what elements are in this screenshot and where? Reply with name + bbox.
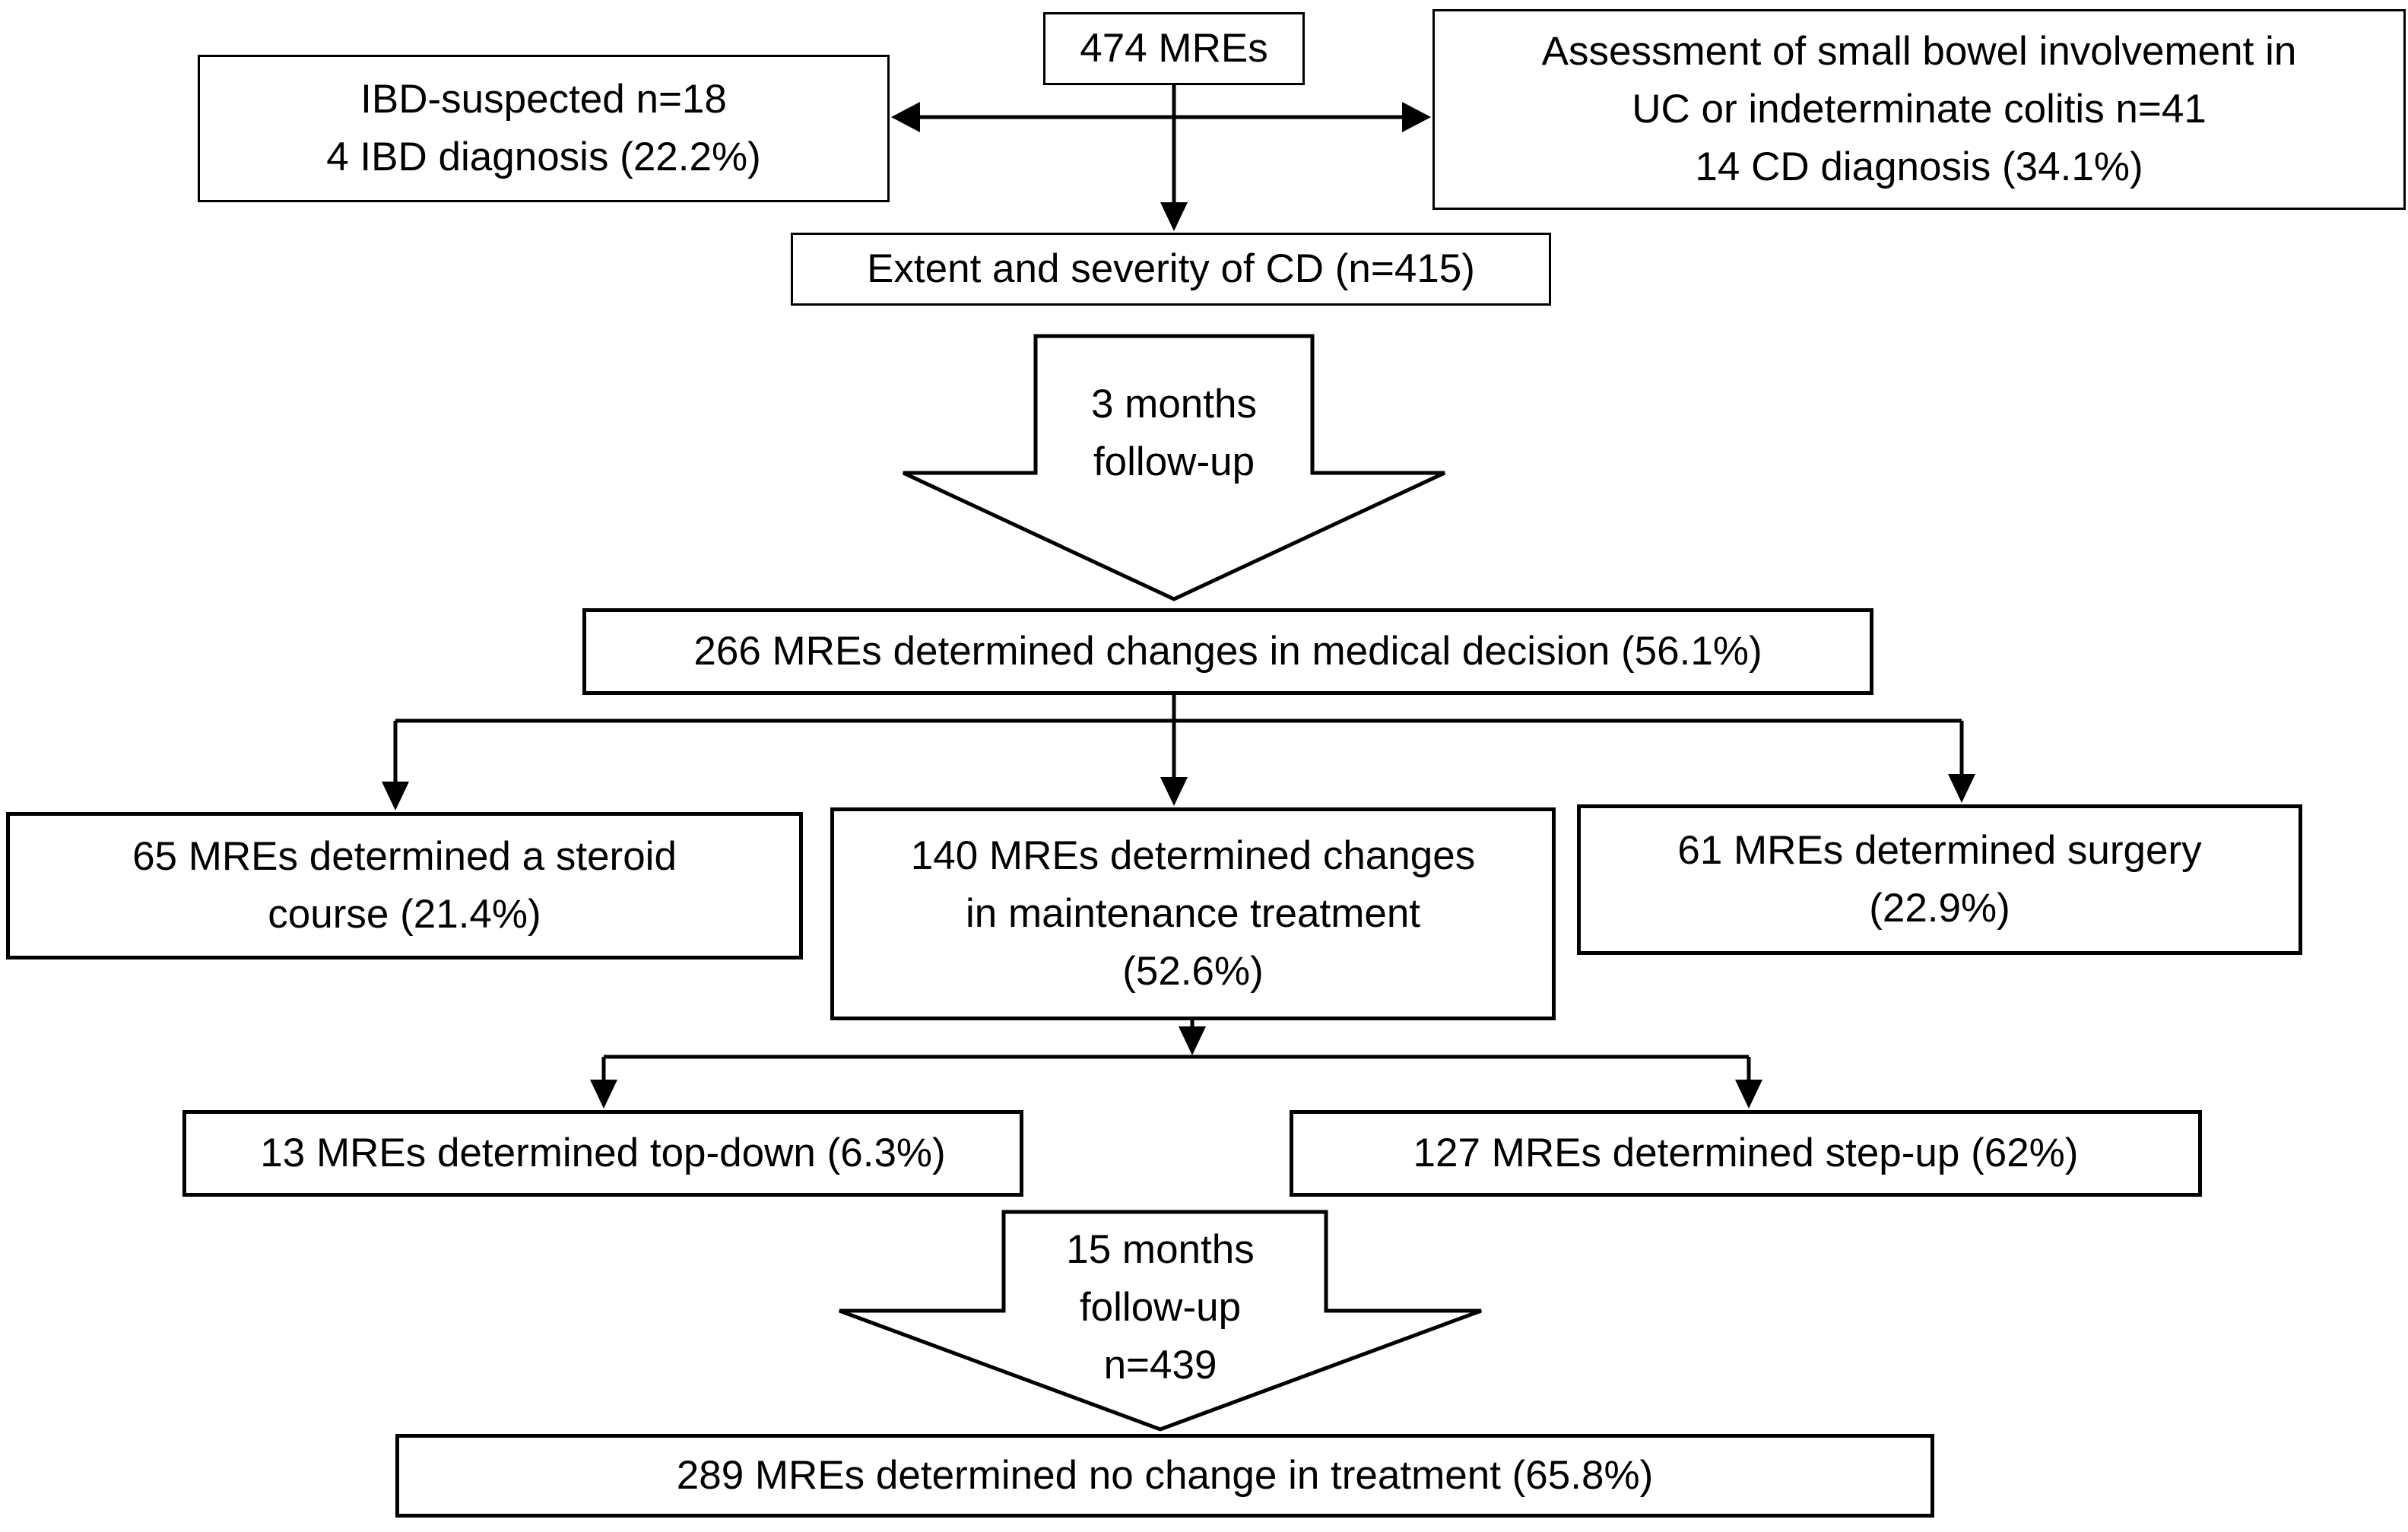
double-headed-arrow (891, 102, 1431, 132)
down-arrowhead-icon (1160, 777, 1188, 806)
node-surgery: 61 MREs determined surgery (22.9%) (1577, 804, 2302, 955)
node-474-mres-text: 474 MREs (1080, 26, 1268, 71)
right-arrowhead-icon (1402, 102, 1431, 132)
node-top-down: 13 MREs determined top-down (6.3%) (182, 1110, 1023, 1197)
node-steroid-course-line2: course (21.4%) (268, 892, 541, 937)
node-no-change: 289 MREs determined no change in treatme… (395, 1434, 1934, 1518)
branch-connector-decision (382, 695, 1975, 810)
node-ibd-suspected-line2: 4 IBD diagnosis (22.2%) (326, 135, 761, 179)
followup-15m-line2: follow-up (1079, 1285, 1242, 1330)
node-474-mres: 474 MREs (1043, 12, 1305, 85)
followup-15m-line3: n=439 (1103, 1343, 1217, 1388)
node-ibd-suspected-line1: IBD-suspected n=18 (360, 77, 727, 122)
arrow-474-to-extent (1160, 85, 1188, 231)
down-arrowhead-icon (1160, 202, 1188, 231)
big-arrow-3-months-shape (902, 334, 1446, 601)
node-medical-decision-text: 266 MREs determined changes in medical d… (693, 629, 1762, 674)
node-steroid-course: 65 MREs determined a steroid course (21.… (6, 812, 803, 959)
node-surgery-line1: 61 MREs determined surgery (1677, 828, 2202, 873)
node-uc-assessment-line2: UC or indeterminate colitis n=41 (1632, 87, 2207, 132)
node-extent-severity: Extent and severity of CD (n=415) (791, 233, 1551, 306)
followup-3m-line1: 3 months (1090, 382, 1257, 427)
node-ibd-suspected: IBD-suspected n=18 4 IBD diagnosis (22.2… (198, 55, 890, 202)
node-uc-assessment: Assessment of small bowel involvement in… (1432, 9, 2406, 210)
node-uc-assessment-line3: 14 CD diagnosis (34.1%) (1695, 144, 2143, 189)
big-arrow-15-months-label: 15 months follow-up n=439 (970, 1221, 1350, 1394)
node-extent-severity-text: Extent and severity of CD (n=415) (867, 246, 1475, 291)
followup-3m-line2: follow-up (1093, 439, 1255, 484)
node-step-up: 127 MREs determined step-up (62%) (1290, 1110, 2202, 1197)
node-medical-decision: 266 MREs determined changes in medical d… (582, 608, 1873, 695)
big-arrow-15-months-shape (839, 1210, 1482, 1432)
left-arrowhead-icon (891, 102, 920, 132)
down-arrowhead-icon (1735, 1080, 1762, 1109)
node-surgery-line2: (22.9%) (1869, 886, 2010, 931)
node-maintenance-line2: in maintenance treatment (965, 891, 1421, 936)
node-maintenance-treatment: 140 MREs determined changes in maintenan… (830, 807, 1556, 1020)
down-arrowhead-icon (590, 1080, 617, 1109)
node-step-up-text: 127 MREs determined step-up (62%) (1413, 1131, 2079, 1175)
down-arrowhead-icon (1948, 774, 1975, 803)
followup-15m-line1: 15 months (1066, 1227, 1255, 1272)
down-arrowhead-icon (1179, 1026, 1206, 1055)
node-no-change-text: 289 MREs determined no change in treatme… (676, 1453, 1654, 1498)
node-top-down-text: 13 MREs determined top-down (6.3%) (260, 1131, 946, 1175)
node-steroid-course-line1: 65 MREs determined a steroid (132, 834, 677, 879)
branch-connector-maintenance (590, 1020, 1762, 1109)
big-arrow-3-months-label: 3 months follow-up (984, 376, 1364, 491)
node-uc-assessment-line1: Assessment of small bowel involvement in (1541, 29, 2297, 74)
down-arrowhead-icon (382, 782, 409, 810)
node-maintenance-line1: 140 MREs determined changes (910, 833, 1476, 878)
node-maintenance-line3: (52.6%) (1122, 949, 1264, 994)
